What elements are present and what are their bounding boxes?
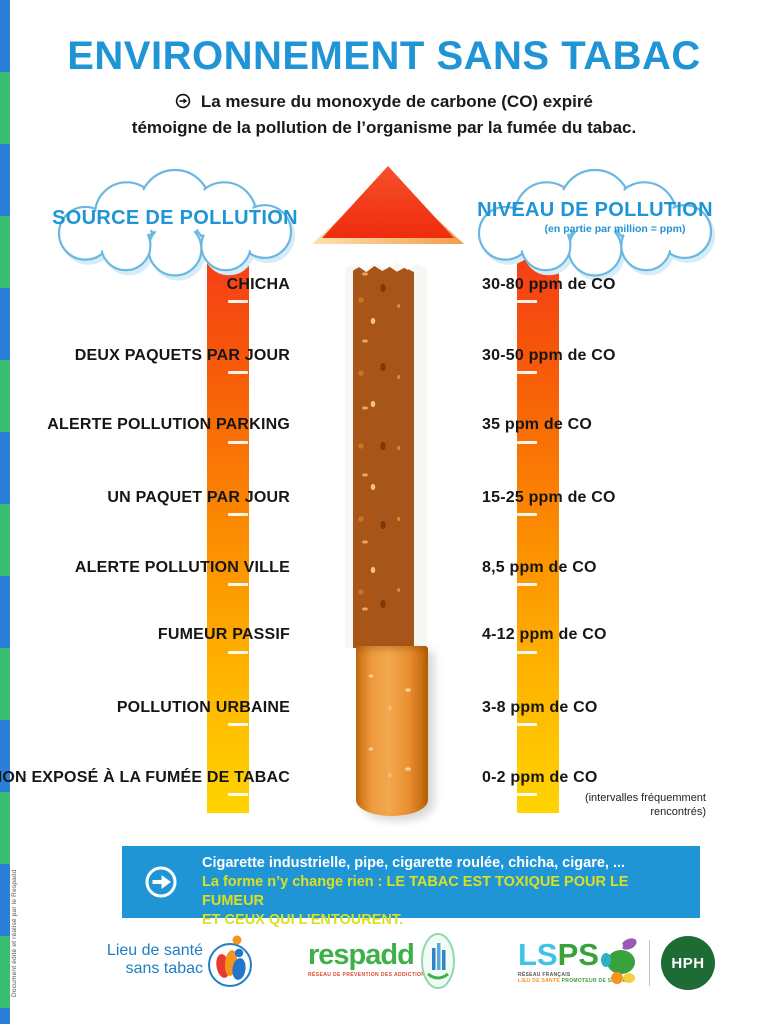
scale-tick: [228, 513, 248, 516]
scale-tick: [228, 300, 248, 303]
scale-tick: [517, 513, 537, 516]
cloud-shape: [57, 168, 293, 277]
scale-tick: [228, 441, 248, 444]
arrow-circle-icon: [144, 865, 178, 904]
level-label-30-50: 30-50 ppm de CO: [482, 347, 616, 364]
banner-line3: ET CEUX QUI L’ENTOURENT.: [202, 912, 404, 928]
level-label-30-80: 30-80 ppm de CO: [482, 276, 616, 293]
level-cloud: NIVEAU DE POLLUTION (en partie par milli…: [445, 163, 745, 279]
scale-tick: [228, 793, 248, 796]
scale-tick: [517, 300, 537, 303]
lieu-de-sante-logo-icon: [206, 932, 254, 995]
lieu-de-sante-logo-text: Lieu de santé sans tabac: [106, 942, 203, 977]
level-label-8-5: 8,5 ppm de CO: [482, 559, 597, 576]
level-cloud-sublabel: (en partie par million = ppm): [544, 223, 686, 235]
intervals-note: (intervalles fréquemment rencontrés): [584, 792, 706, 818]
scale-tick: [517, 441, 537, 444]
scale-tick: [517, 723, 537, 726]
level-label-3-8: 3-8 ppm de CO: [482, 699, 598, 716]
scale-tick: [228, 371, 248, 374]
logo-divider: [649, 940, 650, 986]
source-label-deux-paquets: DEUX PAQUETS PAR JOUR: [74, 347, 290, 364]
source-label-pollution-urbaine: POLLUTION URBAINE: [116, 699, 290, 716]
respadd-logo-icon: [420, 932, 456, 995]
respadd-tagline: RÉSEAU DE PRÉVENTION DES ADDICTIONS: [308, 972, 430, 978]
source-label-alerte-parking: ALERTE POLLUTION PARKING: [47, 416, 290, 433]
level-label-0-2: 0-2 ppm de CO: [482, 769, 598, 786]
subtitle: La mesure du monoxyde de carbone (CO) ex…: [0, 90, 768, 140]
source-label-un-paquet: UN PAQUET PAR JOUR: [107, 489, 290, 506]
cloud-shape: [477, 168, 713, 277]
respadd-wordmark: respadd: [308, 939, 415, 971]
banner-text: Cigarette industrielle, pipe, cigarette …: [202, 854, 690, 930]
source-label-alerte-ville: ALERTE POLLUTION VILLE: [74, 559, 290, 576]
lsps-logo: LSPS RÉSEAU FRANÇAIS LIEU DE SANTÉ PROMO…: [518, 937, 627, 984]
scale-tick: [517, 651, 537, 654]
circled-arrow-icon: [175, 93, 196, 113]
scale-tick: [228, 723, 248, 726]
up-arrow-icon: [312, 166, 464, 244]
lsps-tagline1: RÉSEAU FRANÇAIS: [518, 972, 571, 978]
lsps-tagline2: LIEU DE SANTÉ PROMOTEUR DE SANTÉ: [518, 978, 627, 984]
page-title: ENVIRONNEMENT SANS TABAC: [67, 34, 701, 78]
source-label-chicha: CHICHA: [226, 276, 290, 293]
level-label-35: 35 ppm de CO: [482, 416, 592, 433]
source-label-non-expose: NON EXPOSÉ À LA FUMÉE DE TABAC: [0, 769, 290, 786]
tobacco-texture: [353, 266, 414, 648]
hph-logo: HPH: [661, 936, 715, 990]
scale-tick: [228, 651, 248, 654]
level-label-15-25: 15-25 ppm de CO: [482, 489, 616, 506]
source-scale-column: [207, 230, 249, 813]
level-cloud-label: NIVEAU DE POLLUTION: [477, 199, 713, 221]
banner-line2: La forme n’y change rien : LE TABAC EST …: [202, 874, 629, 909]
subtitle-line1: La mesure du monoxyde de carbone (CO) ex…: [200, 92, 593, 111]
lsps-logo-icon: [598, 934, 642, 993]
level-scale-column: [517, 230, 559, 813]
source-cloud: SOURCE DE POLLUTION: [25, 163, 325, 279]
source-cloud-label: SOURCE DE POLLUTION: [52, 207, 298, 229]
left-edge-stripe: [0, 0, 10, 1024]
lsps-wordmark: LSPS: [518, 937, 599, 972]
scale-tick: [228, 583, 248, 586]
source-label-fumeur-passif: FUMEUR PASSIF: [157, 626, 290, 643]
cigarette-tobacco-section: [345, 262, 427, 648]
vertical-credit-text: Document édité et réalisé par le Respadd: [11, 869, 18, 997]
cigarette-filter: [356, 646, 428, 816]
scale-tick: [517, 583, 537, 586]
scale-tick: [517, 793, 537, 796]
subtitle-line2: témoigne de la pollution de l’organisme …: [131, 118, 637, 137]
level-label-4-12: 4-12 ppm de CO: [482, 626, 607, 643]
scale-tick: [517, 371, 537, 374]
bottom-banner: Cigarette industrielle, pipe, cigarette …: [122, 846, 700, 928]
banner-line1: Cigarette industrielle, pipe, cigarette …: [202, 855, 626, 871]
respadd-logo: respadd RÉSEAU DE PRÉVENTION DES ADDICTI…: [308, 940, 429, 978]
